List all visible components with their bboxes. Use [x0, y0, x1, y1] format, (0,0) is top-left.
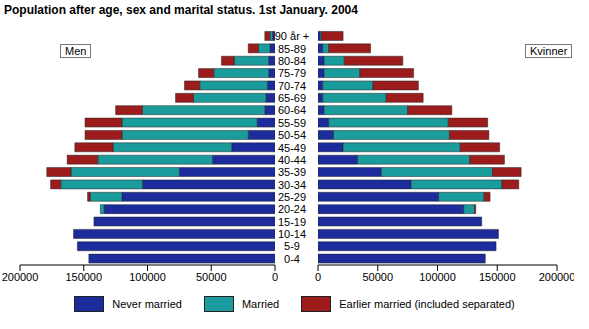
svg-text:85-89: 85-89 — [278, 43, 306, 55]
svg-text:75-79: 75-79 — [278, 67, 306, 79]
svg-text:35-39: 35-39 — [278, 166, 306, 178]
svg-text:25-29: 25-29 — [278, 191, 306, 203]
svg-text:60-64: 60-64 — [278, 104, 306, 116]
svg-text:150000: 150000 — [479, 271, 516, 283]
svg-text:200000: 200000 — [539, 271, 574, 283]
svg-text:200000: 200000 — [8, 271, 38, 283]
svg-text:20-24: 20-24 — [278, 203, 306, 215]
html-text:Kvinner: Kvinner — [530, 45, 568, 57]
svg-text:10-14: 10-14 — [278, 228, 306, 240]
svg-text:0: 0 — [315, 271, 321, 283]
svg-text:90 år +: 90 år + — [275, 30, 309, 42]
svg-text:150000: 150000 — [65, 271, 102, 283]
svg-text:30-34: 30-34 — [278, 179, 306, 191]
svg-text:100000: 100000 — [129, 271, 166, 283]
html-text:Men: Men — [65, 45, 87, 57]
svg-text:80-84: 80-84 — [278, 55, 306, 67]
svg-text:0: 0 — [272, 271, 278, 283]
html-text:Earlier married (included sepa: Earlier married (included separated) — [339, 298, 515, 310]
svg-text:5-9: 5-9 — [284, 240, 300, 252]
html-text:Never married: Never married — [112, 298, 182, 310]
svg-text:15-19: 15-19 — [278, 216, 306, 228]
svg-text:100000: 100000 — [419, 271, 456, 283]
svg-text:70-74: 70-74 — [278, 80, 306, 92]
svg-text:50-54: 50-54 — [278, 129, 306, 141]
svg-text:50000: 50000 — [362, 271, 393, 283]
svg-text:40-44: 40-44 — [278, 154, 306, 166]
html-text:Population after age, sex and: Population after age, sex and marital st… — [4, 3, 358, 17]
svg-text:0-4: 0-4 — [284, 253, 300, 265]
svg-text:65-69: 65-69 — [278, 92, 306, 104]
svg-text:55-59: 55-59 — [278, 117, 306, 129]
svg-text:45-49: 45-49 — [278, 142, 306, 154]
svg-text:50000: 50000 — [196, 271, 227, 283]
html-text:Married: Married — [242, 298, 280, 310]
